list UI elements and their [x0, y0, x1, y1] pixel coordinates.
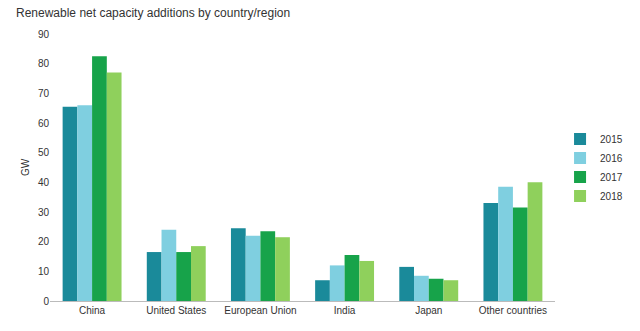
svg-text:2018: 2018: [600, 191, 623, 202]
svg-text:30: 30: [38, 207, 50, 218]
svg-text:40: 40: [38, 177, 50, 188]
svg-text:United States: United States: [146, 305, 206, 316]
svg-text:20: 20: [38, 236, 50, 247]
svg-text:60: 60: [38, 118, 50, 129]
svg-text:2017: 2017: [600, 172, 623, 183]
svg-text:Japan: Japan: [415, 305, 442, 316]
svg-text:Renewable net capacity additio: Renewable net capacity additions by coun…: [16, 6, 290, 20]
svg-text:80: 80: [38, 58, 50, 69]
svg-text:European Union: European Union: [224, 305, 296, 316]
svg-text:90: 90: [38, 29, 50, 40]
svg-text:10: 10: [38, 266, 50, 277]
svg-text:2015: 2015: [600, 134, 623, 145]
svg-text:2016: 2016: [600, 153, 623, 164]
svg-text:GW: GW: [20, 158, 31, 176]
svg-text:China: China: [79, 305, 106, 316]
svg-text:Other countries: Other countries: [479, 305, 547, 316]
svg-text:70: 70: [38, 88, 50, 99]
svg-text:India: India: [334, 305, 356, 316]
svg-text:0: 0: [43, 296, 49, 307]
svg-text:50: 50: [38, 147, 50, 158]
